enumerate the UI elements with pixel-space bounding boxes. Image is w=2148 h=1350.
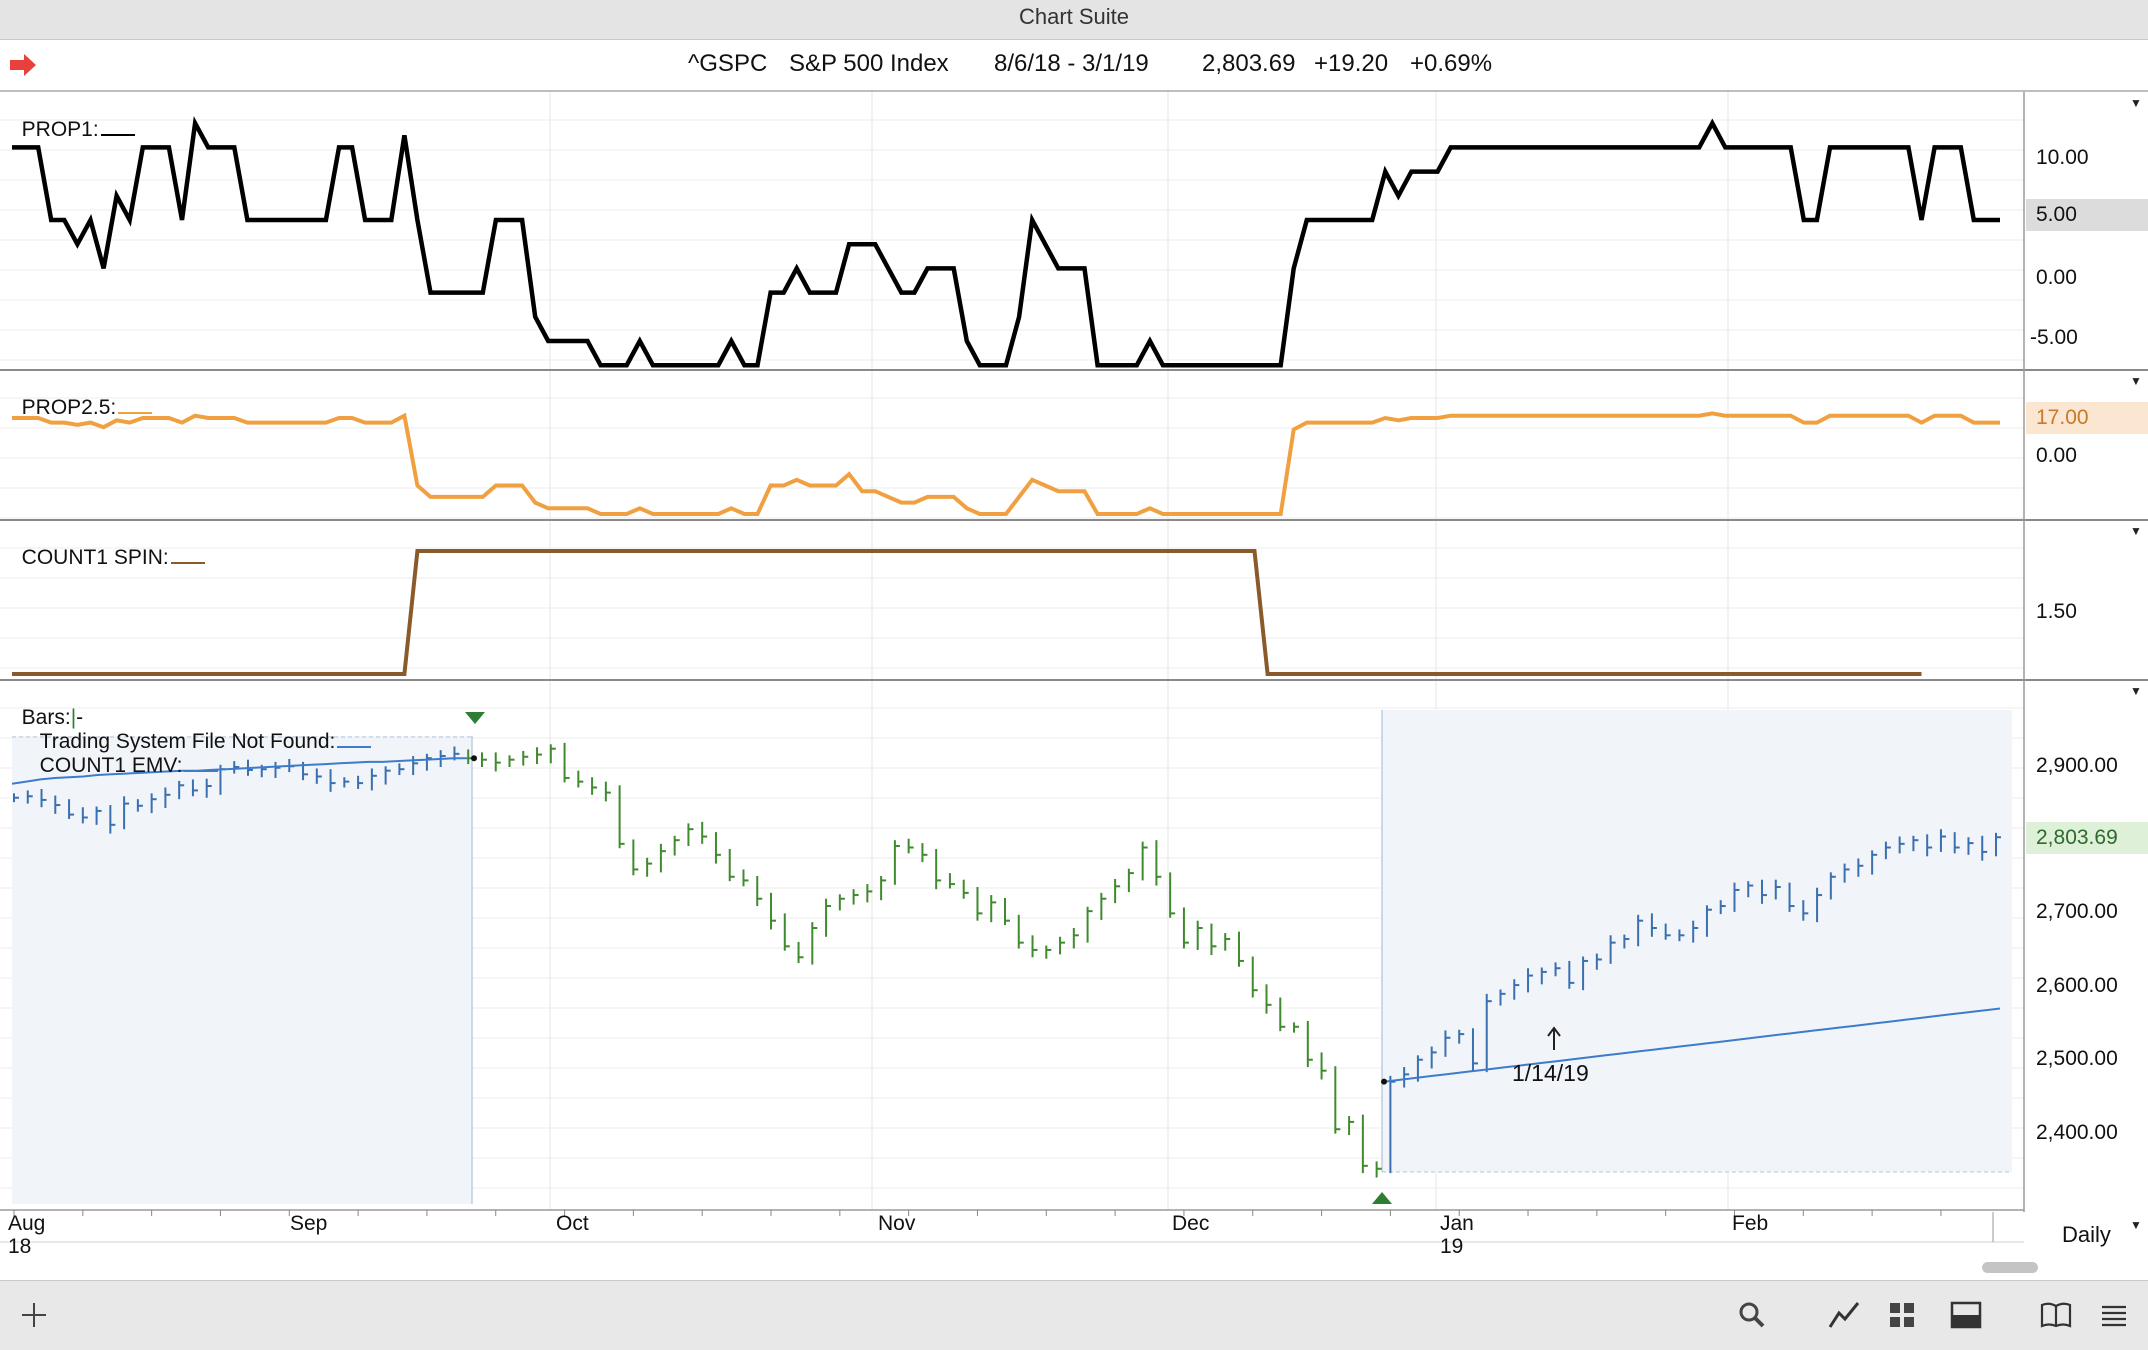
symbol-name: S&P 500 Index	[789, 50, 949, 77]
time-axis-ticks	[13, 1210, 1942, 1216]
month-label: Feb	[1732, 1212, 1769, 1235]
price-current-value: 2,803.69	[2026, 822, 2148, 854]
ticker-symbol[interactable]: ^GSPC	[688, 50, 768, 77]
prop1-series-line	[12, 116, 2000, 368]
month-label: Aug	[8, 1212, 46, 1235]
month-label: Jan	[1440, 1212, 1474, 1235]
last-price: 2,803.69	[1202, 50, 1296, 77]
year-label: 19	[1440, 1235, 1464, 1258]
trading-system-label: Trading System File Not Found:	[39, 730, 336, 753]
menu-icon[interactable]	[2094, 1295, 2134, 1335]
count1-series-line	[12, 549, 1922, 676]
year-label: 18	[8, 1235, 32, 1258]
axis-label: 2,900.00	[2036, 754, 2118, 777]
prop25-label: PROP2.5:	[21, 396, 117, 419]
count1-label: COUNT1 SPIN:	[21, 546, 169, 569]
shaded-regions	[12, 710, 2012, 1204]
pane-menu-icon[interactable]: ▼	[2130, 96, 2142, 110]
month-label: Sep	[290, 1212, 328, 1235]
date-range: 8/6/18 - 3/1/19	[994, 50, 1149, 77]
date-annotation[interactable]: 1/14/19	[1512, 1060, 1589, 1086]
emv-label: COUNT1 EMV:	[39, 754, 183, 777]
pane-title-price[interactable]: Bars:|- Trading System File Not Found: C…	[10, 682, 372, 778]
line-chart-icon[interactable]	[1824, 1295, 1864, 1335]
axis-label: -5.00	[2030, 326, 2078, 349]
add-icon[interactable]	[14, 1295, 54, 1335]
shaded-region-sep	[12, 736, 472, 1204]
prop25-swatch	[118, 396, 153, 414]
axis-label: 1.50	[2036, 600, 2077, 623]
book-icon[interactable]	[2036, 1295, 2076, 1335]
axis-label: 0.00	[2036, 266, 2077, 289]
pane-title-prop1[interactable]: PROP1:	[10, 94, 135, 142]
price-change-percent: +0.69%	[1410, 50, 1493, 77]
symbol-bar: ^GSPC S&P 500 Index 8/6/18 - 3/1/19 2,80…	[0, 40, 2148, 92]
pane-title-count1[interactable]: COUNT1 SPIN:	[10, 522, 205, 570]
month-label: Dec	[1172, 1212, 1210, 1235]
horizontal-scrollbar[interactable]	[1982, 1262, 2038, 1273]
emv-swatch	[184, 754, 219, 772]
axis-label: 10.00	[2036, 146, 2089, 169]
price-bars	[11, 742, 2001, 1178]
periodicity-button[interactable]: Daily	[2062, 1222, 2111, 1247]
emv-startpoint	[1381, 1078, 1387, 1085]
annotation-arrow-icon	[1547, 1026, 1561, 1050]
prop25-current-value: 17.00	[2026, 402, 2148, 434]
periodicity-menu-icon[interactable]: ▼	[2130, 1218, 2142, 1232]
pane-menu-icon[interactable]: ▼	[2130, 684, 2142, 698]
shaded-region-jan	[1382, 710, 2012, 1172]
prop1-current-value: 5.00	[2026, 199, 2148, 231]
bottom-toolbar	[0, 1280, 2148, 1350]
grid-icon[interactable]	[1882, 1295, 1922, 1335]
count1-swatch	[170, 546, 205, 564]
prop1-label: PROP1:	[21, 118, 99, 141]
pane-menu-icon[interactable]: ▼	[2130, 524, 2142, 538]
pane-menu-icon[interactable]: ▼	[2130, 374, 2142, 388]
panel-icon[interactable]	[1946, 1295, 1986, 1335]
prop1-swatch	[100, 118, 135, 136]
axis-label: 0.00	[2036, 444, 2077, 467]
search-icon[interactable]	[1732, 1295, 1772, 1335]
axis-label: 2,400.00	[2036, 1121, 2118, 1144]
month-label: Nov	[878, 1212, 916, 1235]
price-change: +19.20	[1314, 50, 1389, 77]
bars-label: Bars:	[21, 706, 71, 729]
red-arrow-icon[interactable]	[8, 52, 38, 78]
prop25-series-line	[12, 411, 2000, 516]
axis-label: 2,600.00	[2036, 974, 2118, 997]
emv-endpoint	[471, 755, 477, 762]
series-layer	[12, 116, 2000, 676]
bars-dash: -	[76, 706, 84, 729]
trading-system-swatch	[337, 730, 372, 748]
sell-signal-marker[interactable]	[465, 712, 485, 724]
axis-label: 2,500.00	[2036, 1047, 2118, 1070]
bars-style-icon: |	[70, 706, 77, 729]
month-label: Oct	[556, 1212, 589, 1235]
emv-line	[1383, 1007, 2001, 1083]
chart-area[interactable]	[0, 92, 2148, 1280]
buy-signal-marker[interactable]	[1372, 1192, 1392, 1204]
window-title: Chart Suite	[0, 0, 2148, 40]
pane-title-prop25[interactable]: PROP2.5:	[10, 372, 153, 420]
axis-label: 2,700.00	[2036, 900, 2118, 923]
emv-line	[11, 757, 468, 785]
